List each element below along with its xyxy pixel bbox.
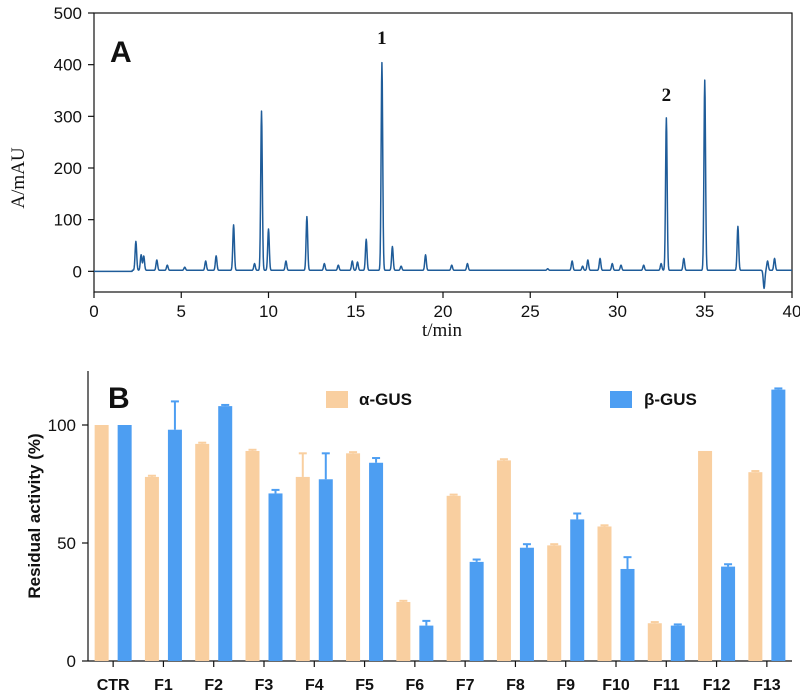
chromatogram-x-tick-label: 20 (434, 302, 453, 321)
category-label: F13 (753, 677, 781, 694)
chromatogram-x-tick-label: 10 (259, 302, 278, 321)
bar-alpha-gus (597, 526, 612, 661)
category-label: F12 (703, 677, 731, 694)
chromatogram-y-axis-label: A/mAU (8, 147, 29, 209)
bar-beta-gus (318, 479, 333, 661)
bar-alpha-gus (295, 476, 310, 661)
activity-y-axis-label: Residual activity (%) (25, 433, 44, 598)
category-label: F2 (204, 677, 223, 694)
legend-label-beta: β-GUS (644, 390, 697, 409)
category-label: F10 (602, 677, 630, 694)
bar-beta-gus (620, 568, 635, 661)
chromatogram-x-tick-label: 0 (89, 302, 98, 321)
chromatogram-frame (93, 12, 793, 293)
activity-panel: B 0 50 100 CTR F1 F2 F3 F4 F5 F6 F7 F8 F9 F10 F11 F12 F1… (25, 371, 792, 694)
legend-swatch-beta (610, 391, 632, 408)
category-label: F6 (406, 677, 425, 694)
chromatogram-x-tick-label: 35 (695, 302, 714, 321)
category-label: F1 (154, 677, 173, 694)
legend: α-GUS β-GUS (326, 390, 697, 409)
activity-y-tick-label: 100 (48, 416, 76, 435)
chromatogram-y-tick-label: 300 (54, 107, 82, 126)
chromatogram-x-tick-label: 25 (521, 302, 540, 321)
bar-alpha-gus (748, 472, 763, 661)
bar-alpha-gus (496, 460, 511, 661)
legend-label-alpha: α-GUS (359, 390, 412, 409)
bar-beta-gus (570, 519, 585, 661)
panel-a-label: A (110, 36, 132, 69)
chromatogram-x-tick-label: 15 (346, 302, 365, 321)
activity-y-tick-label: 50 (57, 534, 76, 553)
chromatogram-x-axis-label: t/min (422, 320, 463, 341)
bar-alpha-gus (94, 425, 109, 661)
category-label: F5 (355, 677, 374, 694)
bar-beta-gus (469, 561, 484, 661)
bar-alpha-gus (547, 545, 562, 661)
category-label: F4 (305, 677, 324, 694)
bar-alpha-gus (647, 623, 662, 661)
chromatogram-x-tick-label: 30 (608, 302, 627, 321)
peak-annotation: 2 (662, 85, 672, 106)
chromatogram-trace (93, 61, 793, 290)
category-label: F11 (653, 677, 680, 694)
bar-alpha-gus (446, 495, 461, 661)
category-label: CTR (97, 677, 130, 694)
bar-beta-gus (117, 425, 132, 661)
activity-y-tick-label: 0 (67, 652, 76, 671)
category-label: F3 (255, 677, 274, 694)
bar-alpha-gus (245, 450, 260, 661)
bar-beta-gus (771, 389, 786, 661)
bar-beta-gus (519, 547, 534, 661)
category-label: F9 (556, 677, 575, 694)
bar-beta-gus (268, 493, 283, 661)
bar-alpha-gus (144, 476, 159, 661)
category-label: F8 (506, 677, 525, 694)
bar-beta-gus (167, 429, 182, 661)
bar-beta-gus (218, 406, 233, 661)
chromatogram-x-tick-label: 5 (177, 302, 186, 321)
chromatogram-y-tick-label: 0 (73, 262, 82, 281)
category-label: F7 (456, 677, 475, 694)
bar-beta-gus (670, 625, 685, 661)
panel-b-label: B (108, 382, 130, 415)
bar-alpha-gus (195, 443, 210, 661)
legend-swatch-alpha (326, 391, 348, 408)
chromatogram-y-tick-label: 100 (54, 211, 82, 230)
bar-alpha-gus (698, 450, 713, 661)
bar-alpha-gus (396, 602, 411, 661)
bar-beta-gus (369, 462, 384, 661)
chromatogram-y-tick-label: 200 (54, 159, 82, 178)
chromatogram-y-tick-label: 500 (54, 4, 82, 23)
bar-beta-gus (721, 566, 736, 661)
peak-annotation: 1 (377, 28, 387, 49)
bar-alpha-gus (346, 453, 361, 661)
chromatogram-x-tick-label: 40 (783, 302, 800, 321)
chromatogram-y-tick-label: 400 (54, 56, 82, 75)
bar-beta-gus (419, 625, 434, 661)
